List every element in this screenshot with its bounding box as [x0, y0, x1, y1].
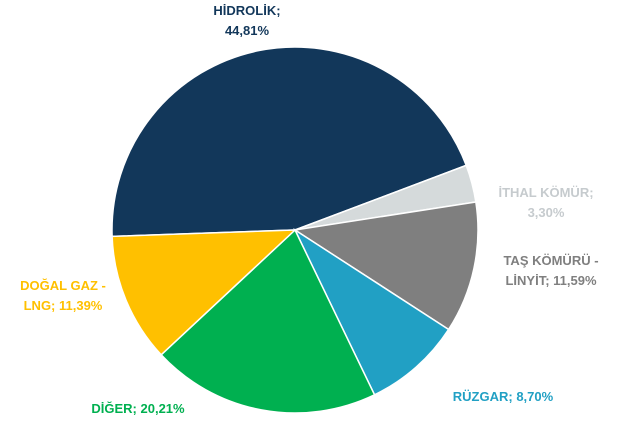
data-label-line: İTHAL KÖMÜR; — [498, 185, 593, 200]
data-label-line: LİNYİT; 11,59% — [505, 273, 596, 288]
data-label: DOĞAL GAZ - LNG; 11,39% — [20, 278, 106, 313]
data-label: HİDROLİK; 44,81% — [213, 3, 280, 38]
data-label-line: 3,30% — [528, 205, 565, 220]
pie-slice — [160, 228, 376, 414]
data-label-line: HİDROLİK; — [213, 3, 280, 18]
data-label-line: 44,81% — [225, 23, 270, 38]
data-label-line: LNG; 11,39% — [24, 298, 103, 313]
pie-slice — [293, 227, 450, 396]
data-label: DİĞER; 20,21% — [91, 401, 185, 416]
data-label-line: RÜZGAR; 8,70% — [453, 389, 554, 404]
pie-slice — [111, 229, 297, 356]
data-label: İTHAL KÖMÜR; 3,30% — [498, 185, 593, 220]
data-label: TAŞ KÖMÜRÜ - LİNYİT; 11,59% — [503, 253, 598, 288]
data-label-line: DİĞER; 20,21% — [91, 401, 185, 416]
data-label-line: TAŞ KÖMÜRÜ - — [503, 253, 598, 268]
data-label-line: DOĞAL GAZ - — [20, 278, 106, 293]
pie-slice — [111, 46, 468, 238]
pie-slice — [292, 201, 479, 331]
data-label: RÜZGAR; 8,70% — [453, 389, 554, 404]
